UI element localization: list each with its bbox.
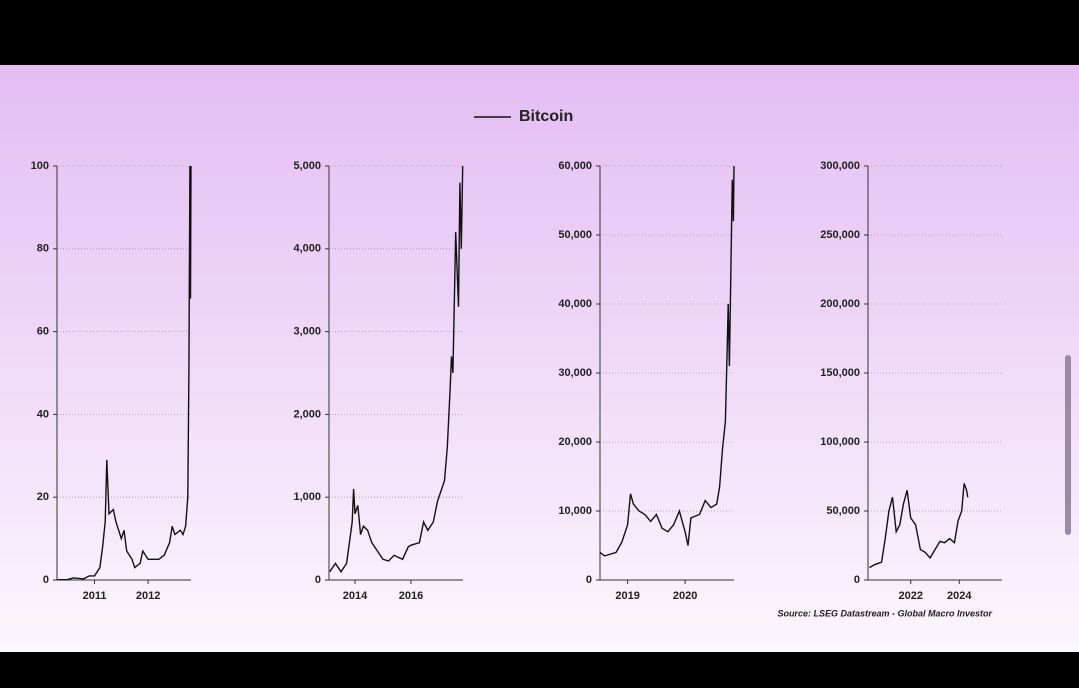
y-tick-label: 80 (37, 243, 49, 255)
x-tick-label: 2022 (898, 590, 922, 602)
y-tick-label: 30,000 (558, 367, 592, 379)
x-tick-label: 2011 (83, 590, 107, 602)
y-tick-label: 20 (37, 491, 49, 503)
y-tick-label: 150,000 (820, 367, 860, 379)
y-tick-label: 250,000 (820, 229, 860, 241)
price-line (869, 483, 969, 569)
x-tick-label: 2016 (399, 590, 423, 602)
price-line (329, 165, 464, 573)
y-tick-label: 20,000 (558, 436, 592, 448)
price-line (56, 165, 192, 581)
legend-label: Bitcoin (519, 108, 573, 125)
y-tick-label: 0 (43, 574, 49, 586)
y-tick-label: 40,000 (558, 298, 592, 310)
source-note: Source: LSEG Datastream - Global Macro I… (777, 608, 992, 618)
y-tick-label: 2,000 (293, 408, 321, 420)
y-tick-label: 60,000 (558, 160, 592, 172)
y-tick-label: 60 (37, 326, 49, 338)
price-line (599, 165, 735, 557)
x-tick-label: 2014 (343, 590, 368, 602)
y-tick-label: 10,000 (558, 505, 592, 517)
y-tick-label: 0 (315, 574, 321, 586)
y-tick-label: 200,000 (820, 298, 860, 310)
x-tick-label: 2012 (136, 590, 160, 602)
chart-background (0, 65, 1079, 652)
y-tick-label: 1,000 (293, 491, 321, 503)
x-tick-label: 2024 (947, 590, 972, 602)
y-tick-label: 0 (854, 574, 860, 586)
y-tick-label: 5,000 (293, 160, 321, 172)
scrollbar[interactable] (1065, 355, 1071, 535)
y-tick-label: 4,000 (293, 243, 321, 255)
y-tick-label: 50,000 (558, 229, 592, 241)
x-tick-label: 2020 (673, 590, 697, 602)
x-tick-label: 2019 (615, 590, 639, 602)
y-tick-label: 3,000 (293, 326, 321, 338)
y-tick-label: 50,000 (826, 505, 860, 517)
y-tick-label: 0 (586, 574, 592, 586)
y-tick-label: 100,000 (820, 436, 860, 448)
y-tick-label: 300,000 (820, 160, 860, 172)
y-tick-label: 100 (31, 160, 49, 172)
y-tick-label: 40 (37, 408, 49, 420)
